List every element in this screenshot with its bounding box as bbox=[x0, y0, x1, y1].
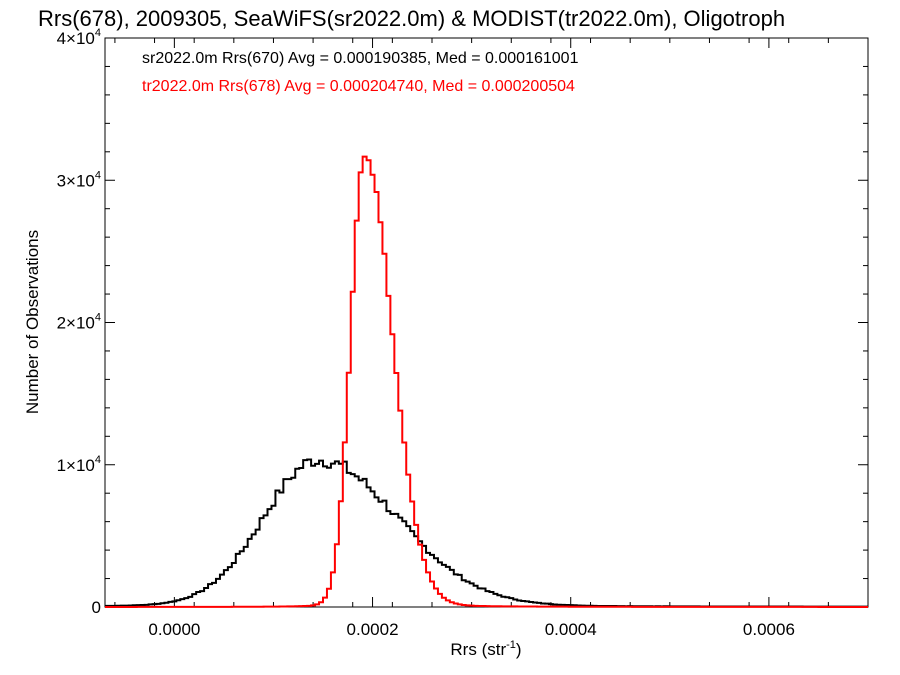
y-tick-label-base: 1×10 bbox=[57, 456, 95, 475]
x-axis-label-close: ) bbox=[516, 640, 522, 659]
x-axis-ticks: 0.0000 0.0002 0.0004 0.0006 bbox=[114, 38, 869, 639]
series-0-step-line bbox=[105, 458, 868, 608]
plot-frame bbox=[104, 37, 869, 608]
x-axis-label: Rrs (str-1) bbox=[450, 639, 521, 659]
y-tick-label-base: 3×10 bbox=[57, 171, 95, 190]
y-tick-label-1: 1×104 bbox=[57, 454, 101, 475]
y-tick-label-2: 2×104 bbox=[57, 312, 101, 333]
x-tick-label-1: 0.0002 bbox=[347, 620, 399, 639]
x-axis-label-main: Rrs (str bbox=[450, 640, 506, 659]
x-tick-label-0: 0.0000 bbox=[148, 620, 200, 639]
y-tick-label-exp: 4 bbox=[95, 312, 101, 324]
y-tick-label-base: 2×10 bbox=[57, 314, 95, 333]
x-tick-label-2: 0.0004 bbox=[545, 620, 597, 639]
y-axis-label: Number of Observations bbox=[23, 230, 42, 414]
y-tick-label-exp: 4 bbox=[95, 454, 101, 466]
y-tick-label-0: 0 bbox=[92, 598, 101, 617]
y-tick-label-base: 0 bbox=[92, 598, 101, 617]
y-tick-label-4: 4×104 bbox=[57, 27, 101, 48]
series-layer bbox=[105, 155, 868, 608]
legend-entry-black: sr2022.0m Rrs(670) Avg = 0.000190385, Me… bbox=[142, 50, 579, 67]
series-1-step-line bbox=[105, 155, 868, 608]
chart-title: Rrs(678), 2009305, SeaWiFS(sr2022.0m) & … bbox=[38, 6, 785, 31]
y-tick-label-base: 4×10 bbox=[57, 29, 95, 48]
x-axis-label-sup: -1 bbox=[506, 639, 516, 651]
x-tick-label-3: 0.0006 bbox=[743, 620, 795, 639]
y-tick-label-3: 3×104 bbox=[57, 169, 101, 190]
y-tick-label-exp: 4 bbox=[95, 169, 101, 181]
y-tick-label-exp: 4 bbox=[95, 27, 101, 39]
legend-entry-red: tr2022.0m Rrs(678) Avg = 0.000204740, Me… bbox=[142, 78, 575, 95]
